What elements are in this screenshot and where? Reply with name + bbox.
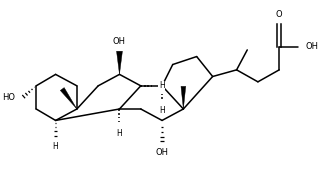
Text: OH: OH bbox=[156, 148, 169, 157]
Text: OH: OH bbox=[113, 37, 126, 46]
Text: H: H bbox=[159, 106, 165, 115]
Text: H: H bbox=[53, 142, 59, 151]
Text: HO: HO bbox=[2, 93, 15, 102]
Text: O: O bbox=[276, 10, 282, 19]
Polygon shape bbox=[60, 88, 77, 109]
Text: H: H bbox=[117, 129, 122, 138]
Text: OH: OH bbox=[305, 42, 318, 51]
Polygon shape bbox=[181, 86, 186, 109]
Text: H: H bbox=[159, 81, 165, 90]
Polygon shape bbox=[117, 51, 122, 74]
